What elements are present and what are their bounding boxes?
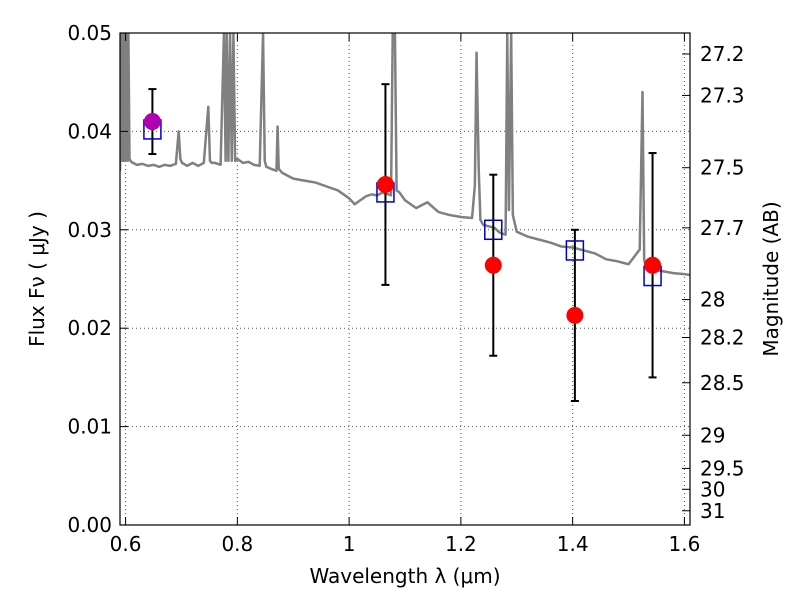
mag-tick-label-7: 29	[700, 423, 725, 447]
model-sed-layer	[120, 33, 690, 277]
x-axis-label: Wavelength λ (μm)	[309, 564, 500, 588]
mag-tick-label-3: 27.7	[700, 216, 745, 240]
observed-point-2	[484, 256, 502, 274]
mag-tick-label-10: 31	[700, 499, 725, 523]
observed-point-0	[143, 113, 161, 131]
y-tick-label-3: 0.03	[67, 218, 112, 242]
y-axis-label: Flux Fν ( μJy )	[25, 211, 49, 347]
grid-layer	[120, 32, 690, 526]
x-tick-label-2: 1	[343, 532, 356, 556]
model-sed-line	[120, 33, 690, 277]
ticks-layer: 0.6 0.8 1 1.2 1.4 1.6 0.00 0.01 0.02 0.03 0.04 0.05…	[67, 21, 744, 556]
mag-tick-label-9: 30	[700, 477, 725, 501]
y-tick-label-0: 0.00	[67, 513, 112, 537]
observed-point-3	[566, 306, 584, 324]
observed-flux-layer	[143, 113, 662, 324]
mag-tick-label-0: 27.2	[700, 42, 745, 66]
model-photometry-square-2	[484, 219, 503, 241]
mag-tick-label-2: 27.5	[700, 156, 745, 180]
x-tick-label-5: 1.6	[669, 532, 701, 556]
y-tick-label-5: 0.05	[67, 21, 112, 45]
y2-axis-label: Magnitude (AB)	[759, 201, 783, 356]
mag-tick-label-6: 28.5	[700, 371, 745, 395]
observed-point-1	[376, 176, 394, 194]
y-tick-label-2: 0.02	[67, 316, 112, 340]
x-tick-label-4: 1.4	[557, 532, 589, 556]
mag-tick-label-4: 28	[700, 288, 725, 312]
x-tick-label-3: 1.2	[445, 532, 477, 556]
x-tick-label-1: 0.8	[221, 532, 253, 556]
x-tick-label-0: 0.6	[110, 532, 142, 556]
plot-frame	[119, 32, 691, 526]
model-photometry-square-3	[565, 240, 585, 261]
y-tick-label-4: 0.04	[67, 119, 112, 143]
mag-tick-label-5: 28.2	[700, 325, 745, 349]
observed-point-4	[644, 256, 662, 274]
mag-tick-label-8: 29.5	[700, 456, 745, 480]
y-tick-label-1: 0.01	[67, 415, 112, 439]
mag-tick-label-1: 27.3	[700, 83, 745, 107]
